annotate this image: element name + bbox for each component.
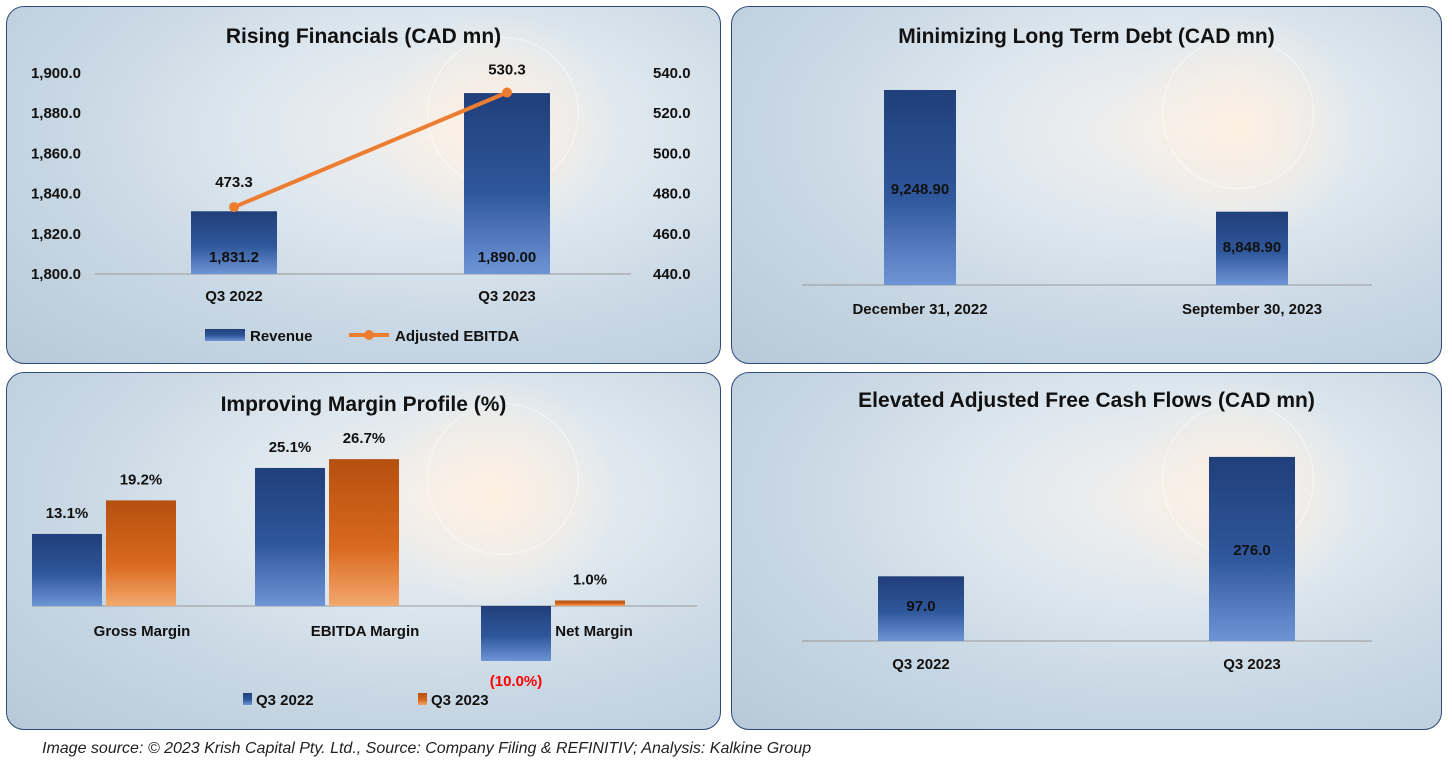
x-tick-label: Gross Margin	[94, 623, 191, 640]
data-label-margin: 13.1%	[46, 505, 89, 522]
chart-title: Elevated Adjusted Free Cash Flows (CAD m…	[858, 389, 1315, 412]
legend-swatch-ebitda-marker	[364, 330, 374, 340]
bar-margin-q3-2023	[329, 459, 399, 606]
data-label-margin: 19.2%	[120, 471, 163, 488]
data-label-debt: 8,848.90	[1223, 239, 1281, 256]
y-tick-right: 440.0	[653, 266, 691, 283]
bar-margin-q3-2022	[481, 606, 551, 661]
panel-long-term-debt: Minimizing Long Term Debt (CAD mn) 9,248…	[731, 6, 1442, 364]
x-tick-label: Net Margin	[555, 623, 633, 640]
bar-margin-q3-2023	[106, 500, 176, 606]
legend-label-ebitda: Adjusted EBITDA	[395, 328, 519, 345]
y-tick-right: 480.0	[653, 186, 691, 203]
x-tick-label: Q3 2023	[478, 288, 536, 305]
background-globe	[1162, 37, 1314, 189]
background-globe	[427, 403, 579, 555]
bar-free-cash-flow	[878, 576, 964, 641]
x-tick-label: December 31, 2022	[852, 301, 987, 318]
chart-title: Rising Financials (CAD mn)	[225, 25, 502, 48]
data-label-margin: 1.0%	[573, 572, 607, 589]
chart-margin-profile: 13.1% 25.1% (10.0%) 19.2% 26.7% 1.0% Gross Mar…	[32, 430, 697, 709]
bar-free-cash-flow	[1209, 456, 1295, 641]
legend-label-q3-2023: Q3 2023	[431, 692, 489, 709]
data-label-margin: 26.7%	[343, 430, 386, 447]
chart-title: Improving Margin Profile (%)	[220, 393, 507, 416]
data-label-fcf: 97.0	[906, 598, 935, 615]
data-label-margin: (10.0%)	[490, 673, 543, 690]
panel-rising-financials: Rising Financials (CAD mn) 1,800.0 1,820.…	[6, 6, 721, 364]
data-label-margin: 25.1%	[269, 439, 312, 456]
panel-margin-profile: Improving Margin Profile (%) 13.1% 25.1% (…	[6, 372, 721, 730]
x-tick-label: September 30, 2023	[1182, 301, 1322, 318]
y-tick-left: 1,840.0	[31, 186, 81, 203]
legend-label-q3-2022: Q3 2022	[256, 692, 314, 709]
y-tick-right: 500.0	[653, 145, 691, 162]
x-tick-label: Q3 2022	[892, 656, 950, 673]
x-tick-label: EBITDA Margin	[311, 623, 420, 640]
bar-revenue	[464, 93, 550, 274]
legend-swatch-q3-2023	[418, 693, 427, 705]
x-tick-label: Q3 2022	[205, 288, 263, 305]
panel-free-cash-flows: Elevated Adjusted Free Cash Flows (CAD m…	[731, 372, 1442, 730]
line-adjusted-ebitda	[233, 90, 508, 209]
legend-swatch-revenue	[205, 329, 245, 341]
chart-title: Minimizing Long Term Debt (CAD mn)	[898, 25, 1275, 48]
point-adjusted-ebitda	[502, 87, 512, 98]
legend-swatch-q3-2022	[243, 693, 252, 705]
y-tick-left: 1,900.0	[31, 65, 81, 82]
y-tick-left: 1,820.0	[31, 226, 81, 243]
point-adjusted-ebitda	[229, 202, 239, 213]
y-tick-left: 1,860.0	[31, 145, 81, 162]
data-label-revenue: 1,831.2	[209, 249, 259, 266]
y-tick-right: 460.0	[653, 226, 691, 243]
y-tick-left: 1,800.0	[31, 266, 81, 283]
data-label-ebitda: 473.3	[215, 174, 253, 191]
bar-margin-q3-2022	[255, 467, 325, 606]
y-tick-right: 520.0	[653, 105, 691, 122]
y-tick-right: 540.0	[653, 65, 691, 82]
bar-long-term-debt	[1216, 211, 1288, 285]
legend-label-revenue: Revenue	[250, 328, 313, 345]
chart-free-cash-flows: 97.0 Q3 2022 276.0 Q3 2023	[802, 456, 1372, 673]
bar-revenue	[191, 211, 277, 274]
bar-margin-q3-2022	[32, 533, 102, 606]
image-source-footer: Image source: © 2023 Krish Capital Pty. …	[42, 740, 812, 757]
data-label-revenue: 1,890.00	[478, 249, 536, 266]
data-label-fcf: 276.0	[1233, 542, 1271, 559]
x-tick-label: Q3 2023	[1223, 656, 1281, 673]
bar-long-term-debt	[884, 90, 956, 285]
chart-long-term-debt: 9,248.90 December 31, 2022 8,848.90 Septemb…	[802, 90, 1372, 318]
data-label-debt: 9,248.90	[891, 181, 949, 198]
y-tick-left: 1,880.0	[31, 105, 81, 122]
bar-margin-q3-2023	[555, 600, 625, 606]
data-label-ebitda: 530.3	[488, 61, 526, 78]
chart-rising-financials: 1,800.0 1,820.0 1,840.0 1,860.0 1,880.0 1,900…	[31, 61, 691, 345]
